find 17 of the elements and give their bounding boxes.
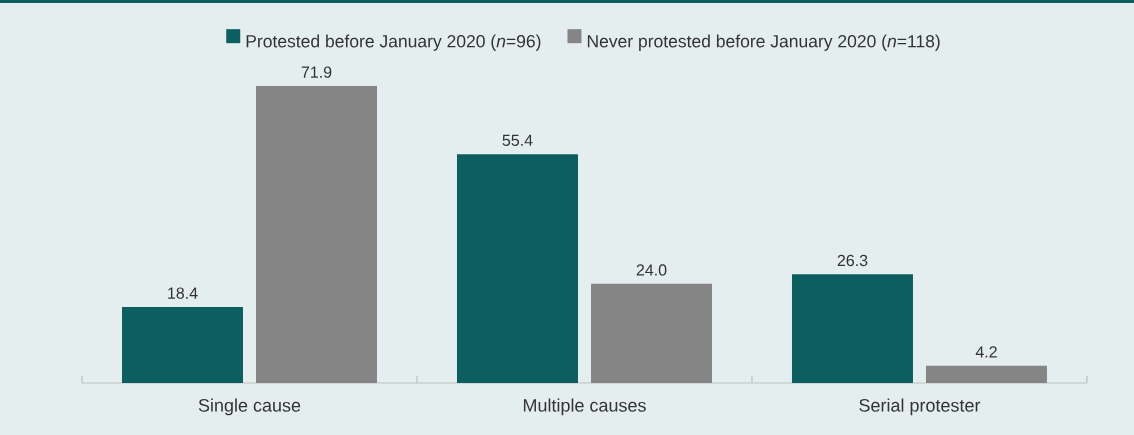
legend-label: Protested before January 2020 (n=96) — [246, 34, 541, 51]
x-tick-label: Multiple causes — [523, 398, 646, 416]
data-label: 24.0 — [636, 264, 667, 276]
data-label: 26.3 — [837, 254, 868, 267]
x-tick-label: Single cause — [198, 398, 301, 416]
bar — [256, 85, 377, 383]
bar — [791, 274, 913, 383]
data-label: 55.4 — [502, 134, 533, 146]
data-label: 4.2 — [975, 346, 997, 358]
bar — [590, 283, 712, 383]
bar — [122, 306, 243, 383]
x-tick-label: Serial protester — [859, 398, 981, 416]
data-label: 71.9 — [301, 66, 332, 78]
bar — [925, 365, 1047, 383]
data-label: 18.4 — [168, 287, 198, 299]
legend-label: Never protested before January 2020 (n=118) — [587, 34, 940, 51]
bar — [456, 154, 578, 383]
